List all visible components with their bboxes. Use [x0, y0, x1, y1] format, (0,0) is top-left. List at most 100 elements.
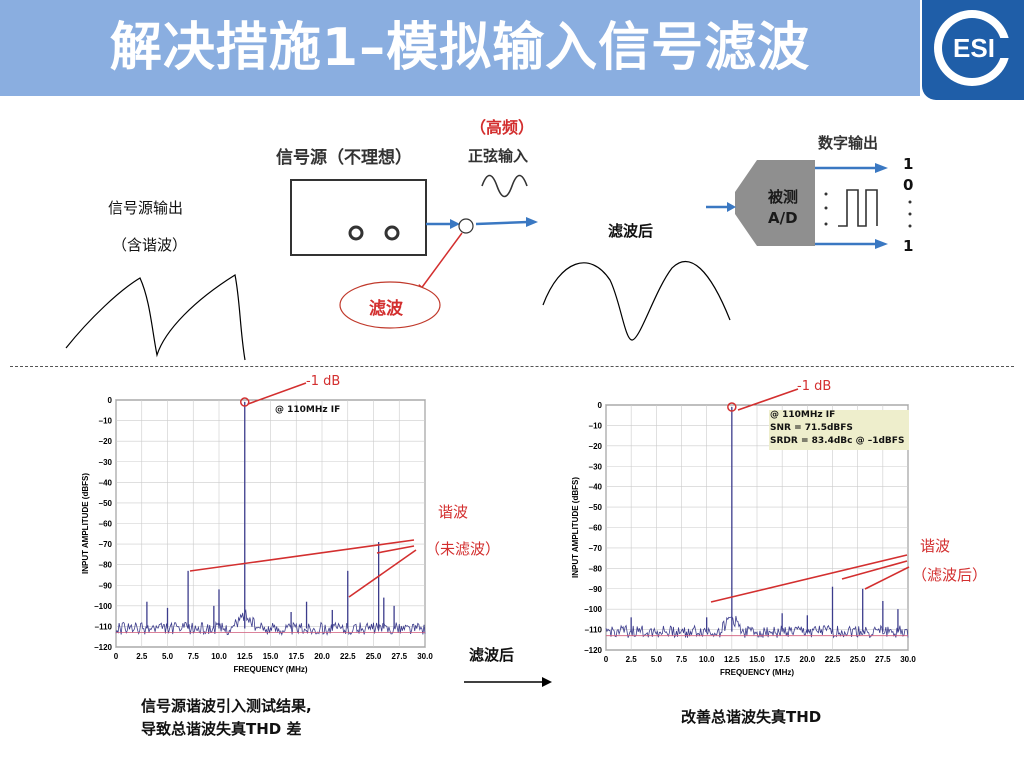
x-tick-label: 20.0 — [800, 655, 816, 664]
fundamental-marker — [240, 397, 250, 407]
signal-source-box — [290, 179, 427, 256]
divider-line — [10, 366, 1014, 367]
fundamental-marker — [727, 402, 737, 412]
y-tick-label: –100 — [94, 602, 112, 611]
contains-harmonics-label: （含谐波） — [112, 236, 188, 254]
arrow-label: 滤波后 — [469, 646, 515, 664]
y-tick-label: –50 — [99, 499, 113, 508]
right-note-line1: @ 110MHz IF — [770, 410, 836, 420]
bit-second: 0 — [903, 176, 914, 194]
x-tick-label: 22.5 — [825, 655, 841, 664]
left-note: @ 110MHz IF — [275, 405, 341, 415]
x-tick-label: 15.0 — [263, 652, 279, 661]
title-bar — [0, 0, 920, 96]
bit-top: 1 — [903, 155, 914, 173]
digital-output-label: 数字输出 — [818, 134, 879, 152]
x-tick-label: 5.0 — [651, 655, 663, 664]
right-note-line2: SNR = 71.5dBFS — [770, 423, 853, 433]
right-marker-label: -1 dB — [797, 379, 832, 394]
y-tick-label: –30 — [589, 462, 603, 471]
x-tick-label: 10.0 — [211, 652, 227, 661]
x-tick-label: 10.0 — [699, 655, 715, 664]
after-filter-label: 滤波后 — [608, 222, 654, 240]
y-tick-label: –20 — [99, 437, 113, 446]
high-freq-label: （高频） — [470, 118, 535, 137]
annotation-arrow — [710, 554, 908, 603]
input-arrow — [475, 220, 529, 226]
x-tick-label: 25.0 — [850, 655, 866, 664]
y-tick-label: 0 — [598, 401, 603, 410]
annotation-arrow — [864, 566, 910, 590]
x-tick-label: 7.5 — [188, 652, 200, 661]
y-tick-label: –80 — [99, 561, 113, 570]
y-tick-label: –90 — [589, 585, 603, 594]
x-axis-label: FREQUENCY (MHz) — [720, 668, 794, 677]
x-tick-label: 20.0 — [314, 652, 330, 661]
annotation-arrow — [348, 549, 417, 598]
source-output-label: 信号源输出 — [108, 199, 184, 217]
sine-input-icon — [481, 174, 528, 198]
y-tick-label: –60 — [99, 520, 113, 529]
page-title: 解决措施1–模拟输入信号滤波 — [109, 18, 811, 78]
right-note-line3: SRDR = 83.4dBc @ –1dBFS — [770, 436, 905, 446]
y-tick-label: –110 — [585, 626, 603, 635]
filter-label: 滤波 — [369, 299, 403, 319]
logo-text: ESI — [953, 33, 995, 63]
x-tick-label: 27.5 — [391, 652, 407, 661]
y-axis-label: INPUT AMPLITUDE (dBFS) — [81, 473, 90, 574]
annotation-arrow — [737, 388, 799, 411]
y-tick-label: –70 — [589, 544, 603, 553]
distorted-waveform — [65, 274, 246, 361]
bit-bottom: 1 — [903, 237, 914, 255]
x-tick-label: 17.5 — [774, 655, 790, 664]
dut-label-line1: 被测 — [768, 188, 799, 206]
x-tick-label: 22.5 — [340, 652, 356, 661]
x-tick-label: 12.5 — [237, 652, 253, 661]
right-note-box — [769, 410, 909, 450]
source-terminal-2 — [384, 225, 400, 241]
dut-label-line2: A/D — [768, 209, 798, 227]
y-tick-label: –40 — [589, 483, 603, 492]
y-tick-label: –10 — [99, 417, 113, 426]
x-tick-label: 12.5 — [724, 655, 740, 664]
y-tick-label: –120 — [94, 643, 112, 652]
x-tick-label: 17.5 — [288, 652, 304, 661]
filter-ellipse — [339, 281, 441, 329]
y-tick-label: –40 — [99, 478, 113, 487]
y-tick-label: –30 — [99, 458, 113, 467]
sine-input-label: 正弦输入 — [468, 147, 529, 165]
x-tick-label: 5.0 — [162, 652, 174, 661]
x-tick-label: 0 — [114, 652, 119, 661]
left-caption-line2: 导致总谐波失真THD 差 — [141, 720, 302, 738]
left-unfiltered-label: （未滤波） — [425, 540, 501, 558]
y-tick-label: –90 — [99, 581, 113, 590]
y-tick-label: –100 — [584, 605, 602, 614]
x-tick-label: 0 — [604, 655, 609, 664]
y-tick-label: –110 — [95, 622, 113, 631]
square-wave-icon — [838, 189, 878, 227]
annotation-arrow — [841, 560, 908, 580]
x-tick-label: 2.5 — [136, 652, 148, 661]
y-axis-label: INPUT AMPLITUDE (dBFS) — [571, 477, 580, 578]
x-tick-label: 15.0 — [749, 655, 765, 664]
left-marker-label: -1 dB — [306, 374, 341, 389]
left-caption-line1: 信号源谐波引入测试结果, — [141, 697, 312, 715]
y-tick-label: –10 — [589, 421, 603, 430]
filtered-waveform — [542, 260, 731, 341]
right-caption: 改善总谐波失真THD — [681, 708, 822, 726]
x-tick-label: 30.0 — [900, 655, 916, 664]
x-tick-label: 7.5 — [676, 655, 688, 664]
x-tick-label: 25.0 — [366, 652, 382, 661]
x-tick-label: 27.5 — [875, 655, 891, 664]
junction-node — [458, 218, 474, 234]
y-tick-label: –60 — [589, 524, 603, 533]
x-axis-label: FREQUENCY (MHz) — [233, 665, 307, 674]
esi-logo: ESI — [922, 0, 1024, 100]
source-terminal-1 — [348, 225, 364, 241]
noise-floor-trace — [605, 615, 909, 639]
x-tick-label: 30.0 — [417, 652, 433, 661]
y-tick-label: –120 — [584, 646, 602, 655]
annotation-arrow — [376, 545, 415, 554]
